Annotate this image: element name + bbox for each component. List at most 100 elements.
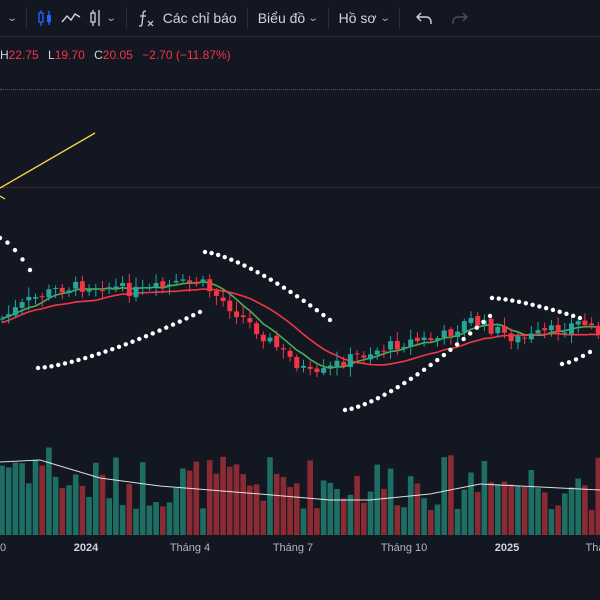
volume-bar (361, 502, 367, 535)
sar-dot (559, 361, 565, 367)
volume-bar (59, 487, 66, 535)
sar-dot (150, 331, 155, 336)
candles-style-button[interactable] (33, 0, 57, 36)
sar-dot (362, 402, 367, 407)
sar-dot (262, 273, 267, 279)
profile-menu-button[interactable]: Hồ sơ ⌄ (335, 0, 393, 36)
time-axis-label: Tháng 4 (169, 542, 211, 554)
price-chart[interactable] (0, 37, 600, 537)
candle-body (461, 321, 467, 333)
volume-bar (173, 487, 179, 535)
redo-icon (452, 12, 468, 24)
sar-dot (170, 322, 176, 327)
sar-dot (275, 281, 280, 286)
volume-bar (206, 460, 213, 535)
trendline-handle[interactable] (0, 195, 6, 200)
indicators-button[interactable]: Các chỉ báo (133, 0, 241, 36)
candle-body (59, 287, 65, 293)
redo-button[interactable] (442, 0, 478, 36)
candle-body (100, 289, 105, 292)
sar-dot (503, 297, 508, 302)
sar-dot (69, 359, 74, 364)
volume-bar (106, 498, 112, 535)
volume-bar (39, 465, 45, 535)
volume-bar (414, 483, 421, 535)
volume-bar (227, 466, 233, 535)
sar-dot (197, 309, 203, 315)
volume-bar (32, 459, 39, 535)
interval-dropdown[interactable]: ⌄ (0, 0, 20, 36)
candle-body (66, 290, 72, 294)
sar-dot (229, 257, 234, 262)
volume-bar (501, 481, 508, 535)
sar-dot (327, 317, 333, 323)
sar-dot (481, 319, 486, 325)
volume-bar (153, 501, 159, 535)
candle-body (26, 296, 32, 301)
candle-body (113, 286, 119, 289)
chart-menu-button[interactable]: Biểu đồ ⌄ (254, 0, 322, 36)
candle-body (213, 290, 219, 296)
volume-bar (541, 492, 548, 535)
line-style-button[interactable] (57, 0, 85, 36)
sar-dot (580, 353, 586, 359)
time-axis-label: Thá (585, 542, 600, 554)
trendline[interactable] (0, 132, 96, 189)
sar-dot (402, 380, 407, 386)
bars-style-button[interactable]: ⌄ (85, 0, 119, 36)
candle-body (408, 339, 414, 347)
volume-bar (26, 483, 32, 535)
sar-dot (222, 254, 227, 260)
candle-body (381, 350, 387, 352)
volume-bar (193, 461, 200, 535)
sar-dot (566, 360, 572, 365)
candle-body (173, 280, 179, 283)
sar-dot (577, 315, 583, 321)
time-axis-label: 0 (0, 542, 7, 554)
sar-dot (564, 311, 569, 317)
candle-body (160, 281, 166, 288)
volume-bar (340, 498, 347, 535)
sar-dot (288, 289, 293, 295)
candle-body (167, 284, 172, 287)
close-key: C (94, 48, 103, 62)
candle-body (414, 337, 420, 342)
volume-bar (5, 467, 12, 535)
volume-bar (146, 505, 153, 535)
candle-body (522, 337, 528, 339)
ohlc-legend: H22.75 L19.70 C20.05 −2.70 (−11.87%) (0, 48, 237, 66)
time-axis-label: 2025 (494, 542, 520, 554)
volume-bar (421, 498, 427, 535)
volume-bar (66, 485, 72, 535)
chevron-down-icon: ⌄ (379, 12, 391, 24)
volume-bar (247, 485, 253, 535)
chevron-down-icon: ⌄ (307, 12, 319, 24)
sar-dot (202, 249, 208, 255)
volume-bar (180, 468, 186, 535)
sar-dot (76, 357, 81, 363)
sar-dot (395, 384, 400, 390)
volume-bar (468, 472, 474, 535)
sar-dot (130, 339, 135, 344)
candle-body (448, 329, 454, 336)
undo-button[interactable] (406, 0, 442, 36)
candles-icon (38, 10, 52, 26)
volume-bar (280, 477, 287, 535)
sar-dot (62, 361, 68, 366)
sar-dot (56, 362, 61, 368)
sar-dot (355, 404, 361, 409)
candle-body (508, 333, 514, 342)
sar-dot (314, 307, 320, 313)
volume-bar (314, 508, 320, 535)
sar-dot (489, 295, 495, 301)
sar-dot (573, 357, 579, 362)
sar-dot (248, 266, 254, 272)
sar-dot (530, 302, 535, 307)
volume-bar (46, 447, 52, 535)
candle-body (79, 281, 85, 292)
volume-bar (133, 508, 139, 535)
volume-bar (86, 496, 92, 535)
trendline-drawing (0, 132, 96, 200)
candle-body (86, 289, 92, 292)
candle-body (240, 315, 246, 318)
